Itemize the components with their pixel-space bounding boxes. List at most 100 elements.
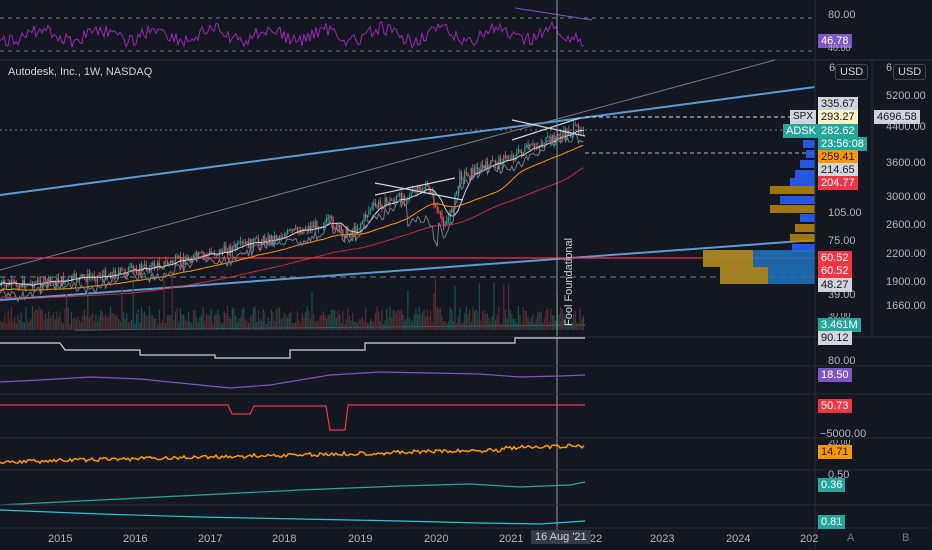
candle-body	[456, 191, 458, 194]
candle-body	[204, 254, 206, 256]
candle-body	[493, 160, 495, 162]
volume-bar	[160, 322, 162, 330]
adsk-price-label: 282.62	[818, 124, 858, 138]
volume-bar	[223, 311, 225, 330]
candle-body	[329, 216, 331, 218]
rsi-tick-lower: 40.00	[828, 45, 851, 51]
candle-body	[405, 199, 407, 202]
candle-body	[150, 265, 152, 272]
candle-body	[540, 143, 542, 146]
candle-body	[43, 277, 45, 286]
volume-bar	[280, 318, 282, 330]
candle-body	[244, 242, 246, 245]
indicator-1-line	[0, 337, 585, 359]
volume-bar	[571, 322, 573, 330]
candle-body	[62, 276, 64, 284]
candle-body	[83, 276, 86, 278]
volume-bar	[477, 312, 479, 330]
candle-body	[116, 276, 118, 278]
candle-body	[192, 255, 194, 260]
volume-bar	[395, 313, 398, 330]
volume-bar	[36, 310, 38, 330]
symbol-title: Autodesk, Inc., 1W, NASDAQ	[8, 66, 153, 78]
volume-bar	[561, 308, 563, 330]
volume-bar	[308, 311, 310, 330]
volume-bar	[288, 313, 290, 330]
volume-bar	[313, 313, 315, 330]
volume-bar	[197, 321, 199, 330]
candle-body	[560, 136, 562, 139]
main-pane	[0, 59, 816, 331]
volume-bar	[334, 309, 336, 330]
spx-tick-1900: 1900.00	[886, 276, 926, 288]
volume-bar	[374, 313, 376, 330]
axis-tick-cut-a: 6	[829, 62, 836, 74]
volume-bar	[441, 314, 443, 330]
candle-body	[374, 202, 376, 206]
volume-bar	[438, 308, 440, 330]
volume-bar	[277, 307, 279, 330]
candle-body	[77, 280, 79, 282]
candle-body	[57, 277, 60, 283]
spx-tick-5200: 5200.00	[886, 90, 926, 102]
volume-bar	[352, 312, 354, 330]
volume-bar	[512, 319, 515, 330]
candle-body	[551, 135, 554, 142]
volume-bar	[337, 310, 339, 330]
volume-bar	[296, 311, 298, 330]
volume-bar	[10, 307, 12, 330]
candle-body	[82, 274, 84, 277]
candle-body	[288, 230, 290, 231]
candle-body	[371, 205, 373, 209]
candle-body	[330, 216, 333, 219]
volume-bar	[205, 314, 207, 330]
candle-body	[439, 212, 441, 215]
candle-body	[550, 136, 552, 142]
volume-bar	[238, 318, 240, 330]
volume-bar	[577, 323, 580, 330]
candle-body	[131, 265, 133, 267]
candle-body	[410, 192, 412, 197]
candle-body	[54, 281, 56, 286]
volume-bar	[64, 308, 66, 330]
volume-bar	[259, 318, 261, 330]
candle-body	[434, 204, 437, 207]
volume-bar	[469, 309, 471, 330]
candle-body	[400, 193, 402, 203]
candle-body	[418, 186, 420, 189]
currency-button-right[interactable]: USD	[893, 64, 927, 80]
candle-body	[508, 158, 510, 160]
candle-body	[387, 202, 389, 205]
candle-body	[129, 266, 131, 269]
candle-body	[101, 274, 103, 278]
x-tick-2024: 2024	[726, 533, 751, 545]
scale-mode-button[interactable]: B	[902, 532, 910, 544]
auto-scale-button[interactable]: A	[847, 532, 855, 544]
candle-body	[14, 280, 16, 282]
x-tick-2023: 2023	[650, 533, 675, 545]
volume-bar	[170, 314, 172, 330]
candle-body	[491, 160, 493, 162]
volume-bar	[373, 321, 375, 330]
volume-bar	[239, 317, 242, 330]
volume-bar	[79, 319, 81, 330]
candle-body	[18, 284, 21, 290]
volume-bar	[165, 323, 167, 330]
candle-body	[420, 188, 422, 193]
volume-bar	[153, 319, 155, 330]
candle-body	[186, 257, 188, 261]
candle-body	[532, 144, 534, 145]
volume-bar	[524, 311, 526, 330]
volume-bar	[28, 321, 30, 330]
volume-profile-block	[803, 140, 815, 148]
currency-button-left[interactable]: USD	[835, 64, 869, 80]
candle-body	[278, 236, 281, 239]
spx-tick-2200: 2200.00	[886, 248, 926, 260]
candle-body	[269, 235, 271, 242]
candle-body	[522, 152, 524, 156]
candle-body	[363, 214, 365, 222]
volume-bar	[478, 283, 480, 330]
volume-bar	[75, 319, 77, 330]
volume-bar	[452, 321, 454, 330]
